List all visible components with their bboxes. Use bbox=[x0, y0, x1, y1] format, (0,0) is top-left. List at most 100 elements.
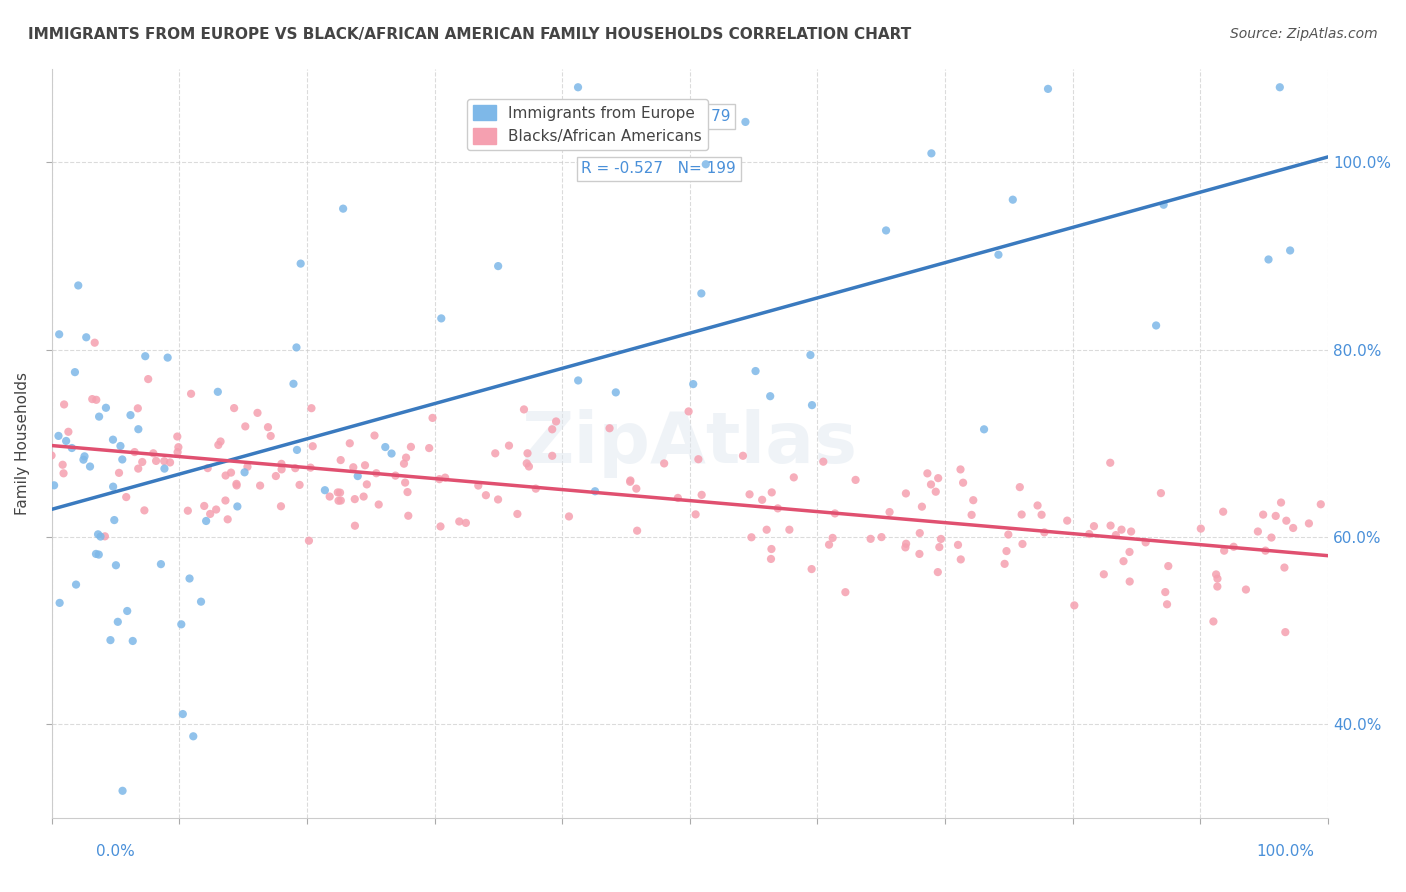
Point bbox=[484, 446, 506, 460]
Point bbox=[172, 706, 194, 721]
Point bbox=[1118, 545, 1140, 559]
Point bbox=[41, 449, 63, 463]
Point bbox=[744, 364, 766, 378]
Point bbox=[1274, 560, 1296, 574]
Text: IMMIGRANTS FROM EUROPE VS BLACK/AFRICAN AMERICAN FAMILY HOUSEHOLDS CORRELATION C: IMMIGRANTS FROM EUROPE VS BLACK/AFRICAN … bbox=[28, 27, 911, 42]
Text: 100.0%: 100.0% bbox=[1257, 845, 1315, 859]
Point bbox=[626, 524, 648, 538]
Point bbox=[283, 376, 305, 391]
Point bbox=[845, 473, 868, 487]
Point bbox=[214, 468, 236, 483]
Point bbox=[917, 467, 939, 481]
Point bbox=[1206, 572, 1229, 586]
Point bbox=[353, 490, 375, 504]
Point bbox=[1212, 505, 1234, 519]
Point bbox=[740, 530, 762, 544]
Point bbox=[177, 504, 200, 518]
Point bbox=[925, 484, 948, 499]
Point bbox=[153, 454, 176, 468]
Point bbox=[52, 467, 75, 481]
Point bbox=[384, 468, 406, 483]
Point bbox=[558, 509, 581, 524]
Point bbox=[605, 385, 627, 400]
Point bbox=[1008, 480, 1031, 494]
Point bbox=[995, 544, 1018, 558]
Point bbox=[1260, 531, 1282, 545]
Point bbox=[997, 527, 1019, 541]
Point bbox=[1257, 252, 1279, 267]
Point bbox=[894, 486, 917, 500]
Point bbox=[299, 460, 322, 475]
Point bbox=[879, 505, 901, 519]
Point bbox=[928, 540, 950, 554]
Point bbox=[83, 335, 105, 350]
Point bbox=[166, 445, 188, 459]
Point bbox=[48, 596, 70, 610]
Point bbox=[498, 439, 520, 453]
Point bbox=[1063, 599, 1085, 613]
Point bbox=[73, 450, 96, 464]
Point bbox=[67, 278, 90, 293]
Point bbox=[973, 422, 995, 436]
Point bbox=[107, 615, 129, 629]
Point bbox=[920, 146, 942, 161]
Point bbox=[270, 462, 292, 476]
Point bbox=[284, 461, 307, 475]
Point bbox=[454, 516, 477, 530]
Point bbox=[920, 477, 942, 491]
Point bbox=[1033, 525, 1056, 540]
Point bbox=[246, 406, 269, 420]
Point bbox=[75, 330, 97, 344]
Point bbox=[1105, 528, 1128, 542]
Point bbox=[395, 450, 418, 465]
Point bbox=[766, 501, 789, 516]
Point bbox=[506, 507, 529, 521]
Point bbox=[87, 527, 110, 541]
Point bbox=[82, 392, 104, 406]
Point bbox=[894, 541, 917, 555]
Point bbox=[1282, 521, 1305, 535]
Point bbox=[685, 508, 707, 522]
Point bbox=[962, 493, 984, 508]
Point bbox=[1309, 497, 1331, 511]
Point bbox=[1156, 597, 1178, 611]
Text: R = -0.527   N= 199: R = -0.527 N= 199 bbox=[581, 161, 737, 177]
Point bbox=[367, 498, 389, 512]
Point bbox=[219, 466, 242, 480]
Point bbox=[60, 441, 83, 455]
Point bbox=[875, 223, 897, 237]
Point bbox=[513, 402, 536, 417]
Point bbox=[42, 478, 65, 492]
Point bbox=[193, 499, 215, 513]
Point bbox=[342, 460, 364, 475]
Point bbox=[626, 482, 648, 496]
Point bbox=[396, 508, 419, 523]
Point bbox=[190, 595, 212, 609]
Point bbox=[761, 485, 783, 500]
Point bbox=[134, 349, 156, 363]
Point bbox=[328, 493, 350, 508]
Point bbox=[759, 552, 782, 566]
Point bbox=[354, 458, 377, 473]
Point bbox=[374, 440, 396, 454]
Point bbox=[1026, 499, 1049, 513]
Point bbox=[72, 452, 94, 467]
Point bbox=[1206, 580, 1229, 594]
Point bbox=[124, 445, 146, 459]
Point bbox=[927, 565, 949, 579]
Point bbox=[619, 475, 641, 489]
Point bbox=[1202, 615, 1225, 629]
Point bbox=[195, 514, 218, 528]
Point bbox=[84, 547, 107, 561]
Point bbox=[541, 449, 564, 463]
Point bbox=[380, 446, 402, 460]
Point bbox=[834, 585, 856, 599]
Point bbox=[326, 485, 349, 500]
Point bbox=[149, 557, 172, 571]
Point bbox=[79, 459, 101, 474]
Point bbox=[58, 425, 80, 439]
Point bbox=[329, 453, 352, 467]
Point bbox=[285, 341, 308, 355]
Point bbox=[429, 519, 451, 533]
Point bbox=[824, 507, 846, 521]
